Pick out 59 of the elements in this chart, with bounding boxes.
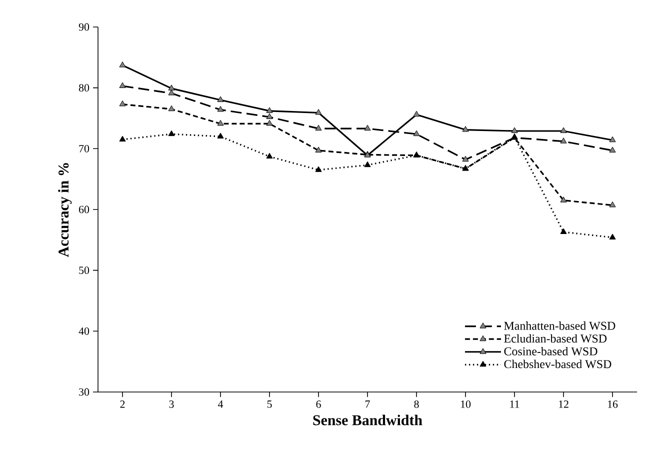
point <box>560 228 567 234</box>
point <box>168 130 175 136</box>
point <box>119 136 126 142</box>
point <box>315 124 322 131</box>
point <box>560 127 567 133</box>
x-axis-title: Sense Bandwidth <box>313 414 422 426</box>
point <box>119 62 126 68</box>
point <box>315 109 322 115</box>
legend-label: Manhatten-based WSD <box>504 321 616 330</box>
point <box>609 136 616 142</box>
point <box>462 156 469 162</box>
point <box>119 82 126 88</box>
x-tick-label: 3 <box>169 400 174 408</box>
legend-label: Ecludian-based WSD <box>504 334 607 343</box>
legend-label: Chebshev-based WSD <box>504 360 612 368</box>
x-tick-label: 7 <box>365 400 370 408</box>
x-tick-label: 6 <box>316 400 321 408</box>
x-tick-label: 12 <box>558 400 568 408</box>
y-tick-label: 30 <box>79 388 90 396</box>
point <box>560 138 567 144</box>
point <box>364 161 371 168</box>
point <box>266 113 273 120</box>
point <box>266 107 273 113</box>
point <box>168 105 175 112</box>
point <box>266 152 273 159</box>
point <box>511 127 518 133</box>
y-tick-label: 80 <box>78 84 90 92</box>
point <box>217 120 224 126</box>
x-tick-label: 11 <box>510 400 520 408</box>
point <box>217 96 224 102</box>
y-axis-title: Accuracy in % <box>58 163 72 258</box>
y-tick-label: 50 <box>79 266 90 274</box>
point <box>168 90 175 96</box>
point <box>462 126 469 132</box>
y-tick-label: 90 <box>78 23 90 31</box>
x-tick-label: 5 <box>267 400 272 408</box>
point <box>315 146 322 152</box>
point <box>364 124 371 131</box>
point <box>119 100 126 106</box>
x-tick-label: 8 <box>414 400 419 408</box>
y-tick-label: 40 <box>78 327 90 335</box>
point <box>560 196 567 202</box>
point <box>413 130 420 136</box>
y-tick-label: 60 <box>79 206 90 214</box>
legend-label: Cosine-based WSD <box>504 346 598 356</box>
point <box>609 146 616 152</box>
x-tick-label: 16 <box>608 400 618 408</box>
point <box>217 106 224 112</box>
point <box>609 201 616 208</box>
point <box>217 132 224 138</box>
point <box>315 166 322 172</box>
x-tick-label: 4 <box>218 400 224 408</box>
point <box>266 120 273 126</box>
point <box>609 234 616 240</box>
point <box>168 84 175 90</box>
y-tick-label: 70 <box>79 144 90 152</box>
point <box>413 110 420 117</box>
x-tick-label: 10 <box>460 400 471 408</box>
x-tick-label: 2 <box>120 400 125 408</box>
